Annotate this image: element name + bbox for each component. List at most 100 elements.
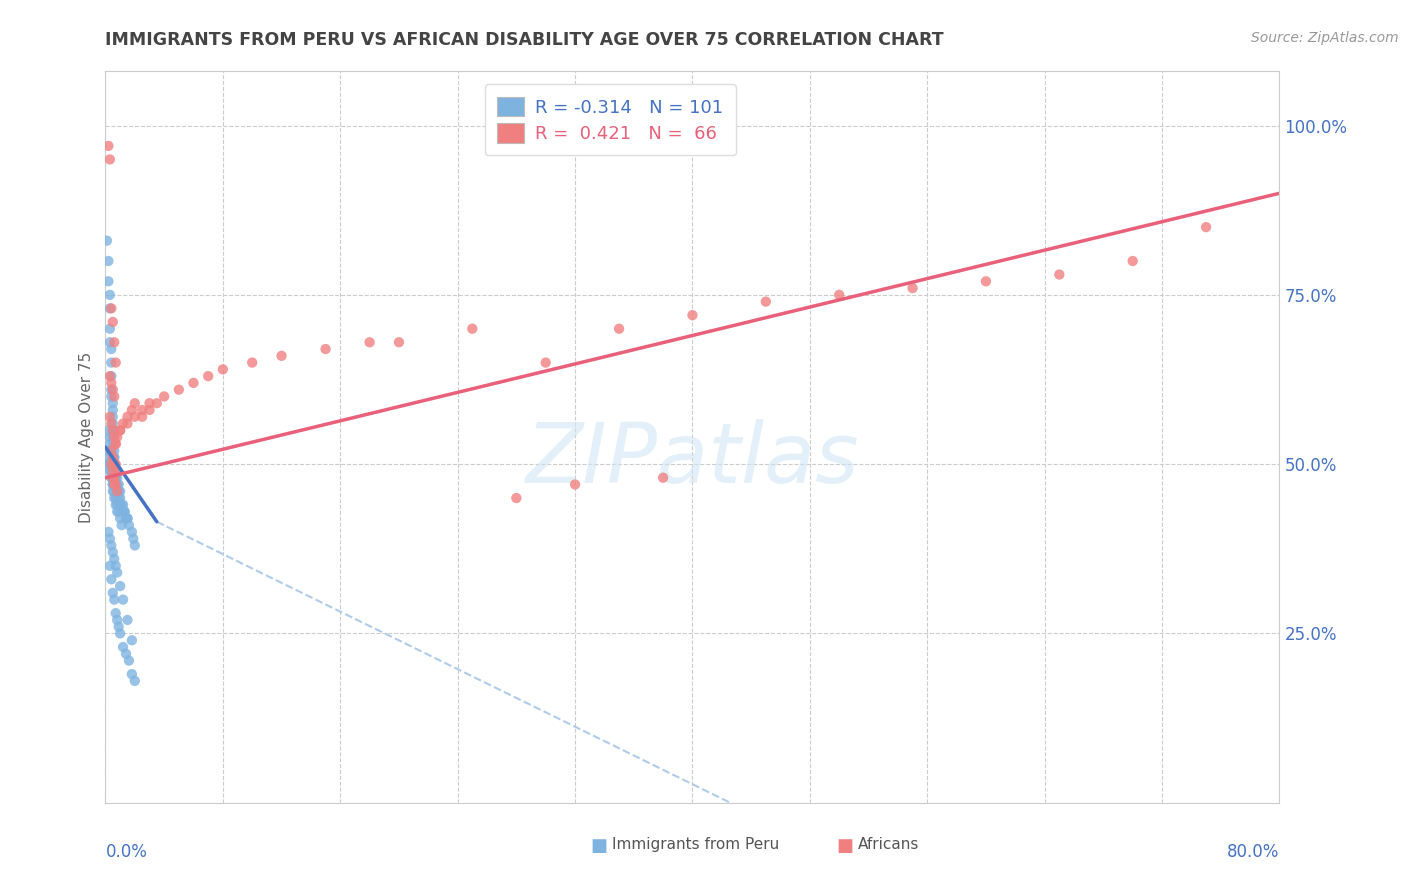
Point — [117, 511, 139, 525]
Point — [107, 505, 129, 519]
Point — [104, 477, 127, 491]
Point — [101, 417, 124, 431]
Point — [101, 450, 124, 465]
Point — [461, 322, 484, 336]
Point — [121, 524, 143, 539]
Point — [122, 532, 145, 546]
Point — [115, 511, 138, 525]
Point — [101, 315, 124, 329]
Point — [101, 423, 124, 437]
Point — [98, 558, 121, 573]
Point — [107, 491, 129, 505]
Point — [104, 558, 127, 573]
Point — [100, 301, 122, 316]
Point — [98, 457, 121, 471]
Point — [101, 403, 124, 417]
Point — [114, 505, 136, 519]
Text: ■: ■ — [591, 837, 607, 855]
Point — [105, 566, 128, 580]
Point — [100, 471, 122, 485]
Point — [124, 396, 146, 410]
Point — [104, 471, 127, 485]
Point — [121, 633, 143, 648]
Point — [112, 592, 135, 607]
Point — [101, 409, 124, 424]
Point — [103, 484, 125, 499]
Point — [104, 498, 127, 512]
Point — [388, 335, 411, 350]
Point — [117, 511, 139, 525]
Point — [101, 484, 124, 499]
Point — [101, 383, 124, 397]
Point — [101, 477, 124, 491]
Point — [124, 673, 146, 688]
Point — [100, 383, 122, 397]
Point — [1047, 268, 1070, 282]
Point — [101, 430, 124, 444]
Point — [100, 417, 122, 431]
Point — [112, 505, 135, 519]
Point — [103, 592, 125, 607]
Point — [104, 491, 127, 505]
Point — [105, 498, 128, 512]
Point — [105, 484, 128, 499]
Point — [117, 613, 139, 627]
Point — [101, 545, 124, 559]
Point — [138, 403, 160, 417]
Point — [270, 349, 292, 363]
Point — [96, 234, 118, 248]
Legend: R = -0.314   N = 101, R =  0.421   N =  66: R = -0.314 N = 101, R = 0.421 N = 66 — [485, 84, 735, 155]
Point — [100, 376, 122, 390]
Point — [100, 538, 122, 552]
Point — [315, 342, 337, 356]
Point — [104, 355, 127, 369]
Point — [101, 471, 124, 485]
Point — [104, 437, 127, 451]
Point — [240, 355, 263, 369]
Text: ■: ■ — [837, 837, 853, 855]
Point — [100, 471, 122, 485]
Point — [121, 667, 143, 681]
Point — [103, 430, 125, 444]
Point — [112, 498, 135, 512]
Point — [103, 457, 125, 471]
Point — [101, 437, 124, 451]
Point — [105, 484, 128, 499]
Point — [110, 518, 132, 533]
Point — [97, 423, 120, 437]
Text: Immigrants from Peru: Immigrants from Peru — [612, 837, 779, 852]
Point — [107, 477, 129, 491]
Point — [138, 396, 160, 410]
Text: Africans: Africans — [858, 837, 920, 852]
Point — [1122, 254, 1144, 268]
Point — [121, 403, 143, 417]
Point — [97, 457, 120, 471]
Point — [104, 437, 127, 451]
Point — [103, 443, 125, 458]
Point — [100, 443, 122, 458]
Point — [101, 586, 124, 600]
Point — [131, 409, 153, 424]
Point — [534, 355, 557, 369]
Point — [124, 409, 146, 424]
Point — [98, 437, 121, 451]
Point — [100, 389, 122, 403]
Point — [107, 484, 129, 499]
Point — [564, 477, 586, 491]
Point — [103, 491, 125, 505]
Point — [100, 443, 122, 458]
Point — [103, 471, 125, 485]
Point — [98, 430, 121, 444]
Point — [114, 505, 136, 519]
Point — [100, 464, 122, 478]
Point — [100, 342, 122, 356]
Point — [103, 457, 125, 471]
Point — [103, 450, 125, 465]
Point — [112, 417, 135, 431]
Point — [118, 654, 141, 668]
Point — [103, 457, 125, 471]
Text: ZIPatlas: ZIPatlas — [526, 418, 859, 500]
Point — [98, 464, 121, 478]
Point — [101, 450, 124, 465]
Point — [211, 362, 233, 376]
